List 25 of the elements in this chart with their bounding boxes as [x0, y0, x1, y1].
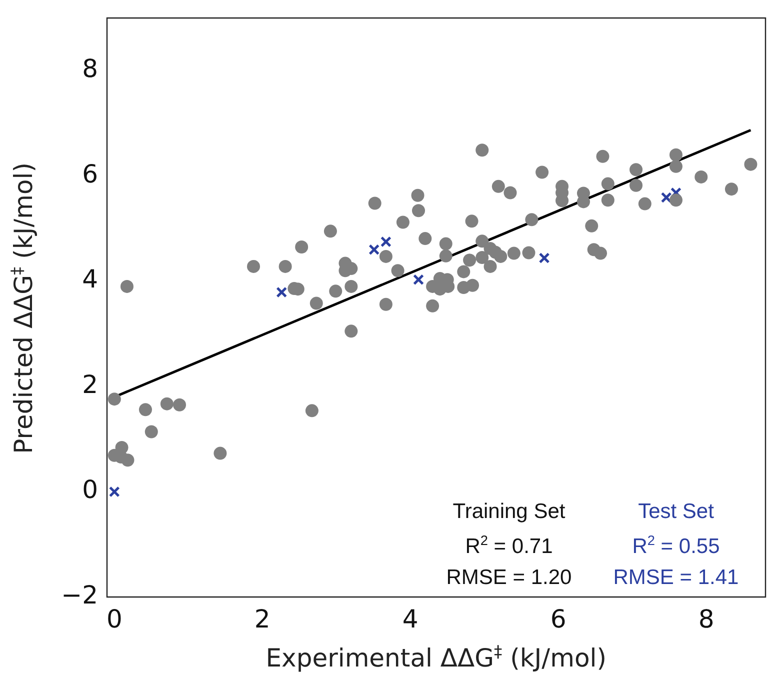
- annotation: R$^{2}$ = 0.71: [465, 533, 553, 559]
- x-tick-label: 8: [698, 604, 714, 634]
- y-tick-label: 6: [82, 159, 98, 188]
- point: [276, 286, 288, 298]
- annotation: RMSE = 1.41: [613, 566, 739, 590]
- point: [413, 274, 424, 286]
- x-tick-label: 2: [254, 604, 270, 634]
- annotation: R$^{2}$ = 0.55: [632, 533, 720, 559]
- annotation: RMSE = 1.20: [446, 566, 572, 590]
- point: [108, 486, 120, 498]
- y-tick-label: 8: [82, 54, 98, 84]
- x-axis-title: Experimental ΔΔG$^{‡}$ (kJ/mol): [266, 642, 606, 672]
- x-tick-label: 0: [106, 604, 122, 634]
- point: [660, 192, 672, 203]
- x-tick-label: 6: [550, 604, 566, 634]
- point: [368, 244, 380, 256]
- y-tick-label: 0: [82, 475, 98, 504]
- annotation: Test Set: [638, 500, 714, 524]
- point: [380, 236, 392, 248]
- annotation: Training Set: [452, 500, 566, 524]
- y-tick-label: 4: [82, 264, 98, 294]
- point: [538, 252, 550, 264]
- x-tick-label: 4: [402, 604, 418, 634]
- y-tick-label: −2: [61, 580, 98, 610]
- y-tick-label: 2: [82, 370, 98, 399]
